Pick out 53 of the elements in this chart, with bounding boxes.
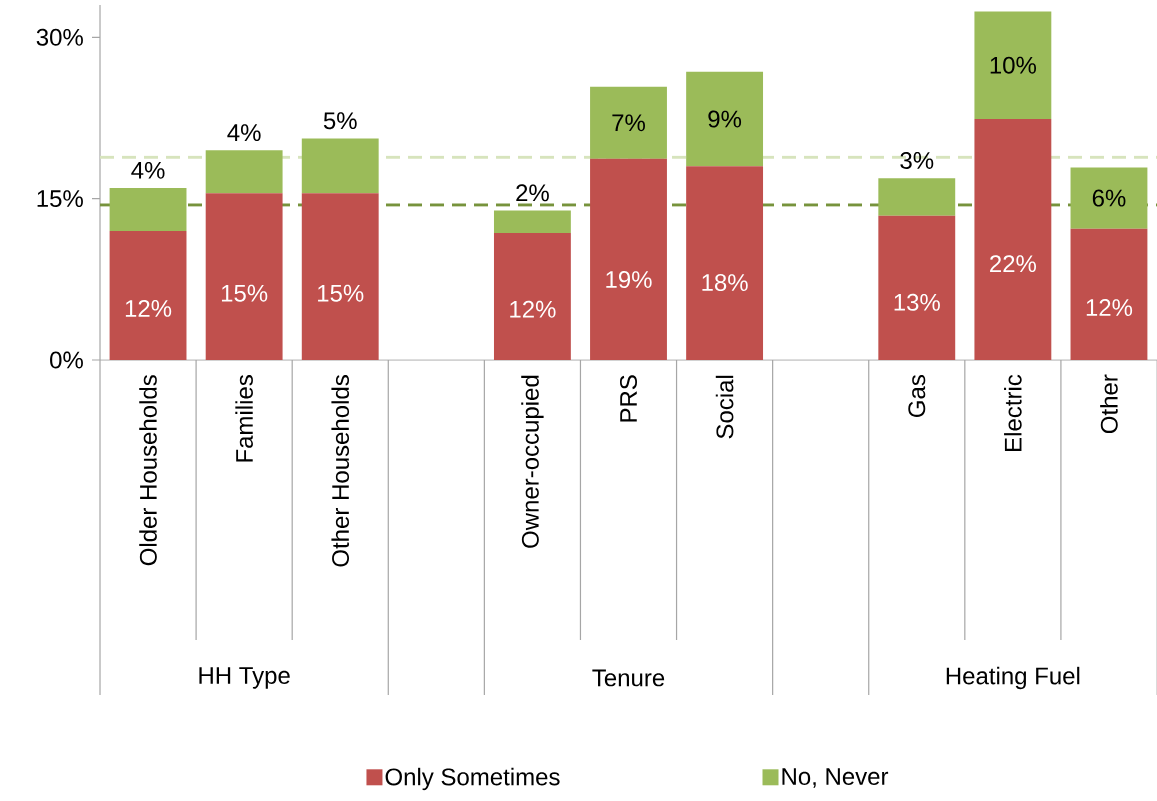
- bar: [109, 230, 187, 360]
- data-label: 7%: [612, 114, 645, 132]
- bar: [493, 233, 571, 360]
- data-label: 2%: [516, 184, 549, 202]
- bar: [493, 210, 571, 234]
- y-tick-label: 0%: [50, 351, 83, 369]
- y-tick-label: 15%: [37, 190, 83, 208]
- bar: [686, 71, 764, 167]
- data-label: 10%: [990, 56, 1037, 74]
- bar: [109, 187, 187, 231]
- bar: [1070, 167, 1148, 229]
- legend-label: No, Never: [782, 768, 889, 788]
- bar: [1070, 228, 1148, 360]
- text: Heating Fuel: [946, 666, 1080, 690]
- x-tick-label: Owner-occupied: [521, 375, 544, 548]
- x-tick-label: Other Households: [331, 375, 350, 567]
- data-label: 15%: [318, 284, 364, 302]
- x-tick-label: Families: [235, 375, 253, 462]
- text: Tenure: [592, 669, 665, 687]
- x-tick-label: Social: [715, 375, 734, 439]
- bar: [205, 150, 283, 194]
- data-label: 12%: [125, 299, 172, 317]
- data-label: 13%: [894, 293, 940, 311]
- data-label: 15%: [221, 284, 268, 302]
- bar: [686, 166, 764, 360]
- data-label: 12%: [510, 300, 556, 318]
- data-label: 9%: [708, 110, 742, 128]
- bar: [205, 193, 283, 360]
- data-label: 6%: [1092, 189, 1126, 207]
- data-label: 3%: [900, 152, 934, 169]
- data-label: 4%: [227, 124, 261, 142]
- bar: [590, 86, 667, 159]
- bar: [301, 193, 379, 360]
- bar: [878, 215, 956, 360]
- x-tick-label: Electric: [1004, 374, 1022, 451]
- bar: [301, 138, 379, 194]
- data-label: 18%: [702, 274, 748, 292]
- bar: [974, 11, 1052, 120]
- bar: [590, 158, 667, 360]
- data-label: 5%: [323, 112, 357, 130]
- x-tick-label: Gas: [908, 375, 926, 418]
- x-tick-label: Other: [1100, 374, 1118, 434]
- data-label: 19%: [606, 271, 652, 289]
- data-label: 22%: [990, 255, 1037, 273]
- bar: [974, 119, 1052, 360]
- text: HH Type: [199, 667, 290, 689]
- bar: [878, 178, 956, 216]
- x-tick-label: Older Households: [139, 375, 157, 566]
- x-tick-label: PRS: [620, 375, 637, 422]
- data-label: 12%: [1086, 299, 1133, 316]
- data-label: 4%: [131, 161, 165, 179]
- y-tick-label: 30%: [36, 28, 83, 46]
- legend-label: Only Sometimes: [385, 767, 560, 791]
